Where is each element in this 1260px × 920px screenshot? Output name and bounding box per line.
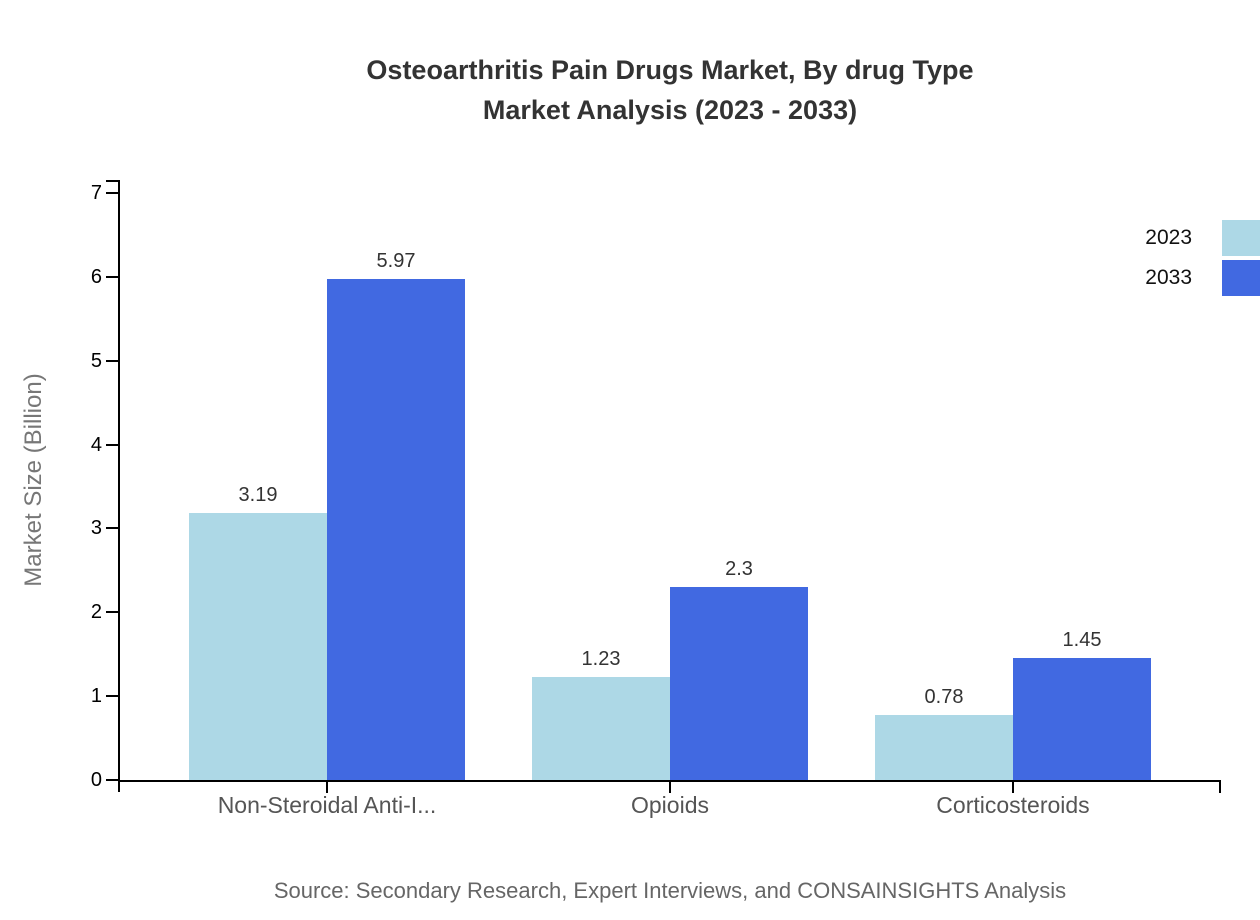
y-tick — [106, 527, 120, 530]
chart-title-line1: Osteoarthritis Pain Drugs Market, By dru… — [366, 55, 974, 85]
y-tick-label: 2 — [90, 601, 102, 624]
x-tick — [1012, 781, 1014, 793]
y-tick-label: 4 — [90, 433, 102, 456]
y-axis-end-cap — [106, 180, 120, 182]
legend-label-2023: 2023 — [1145, 226, 1192, 249]
y-tick — [106, 779, 120, 781]
chart-title-line2: Market Analysis (2023 - 2033) — [482, 95, 858, 125]
y-axis-title: Market Size (Billion) — [20, 373, 47, 587]
bar-value-label: 5.97 — [376, 250, 416, 273]
y-tick — [106, 443, 120, 446]
bar-2023-2 — [875, 714, 1013, 780]
legend-swatch-2023 — [1222, 220, 1260, 256]
bar-2033-2 — [1013, 658, 1151, 780]
chart-title: Osteoarthritis Pain Drugs Market, By dru… — [90, 50, 1250, 130]
legend-swatch-2033 — [1222, 260, 1260, 296]
y-tick — [106, 275, 120, 278]
category-label: Corticosteroids — [936, 792, 1090, 818]
bar-2023-1 — [532, 676, 670, 780]
x-axis-end-cap — [1219, 780, 1221, 793]
y-tick — [106, 695, 120, 698]
legend-label-2033: 2033 — [1145, 266, 1192, 289]
y-tick-label: 3 — [90, 517, 102, 540]
y-axis-line — [118, 180, 120, 792]
bar-value-label: 3.19 — [238, 483, 278, 506]
y-tick-label: 5 — [90, 349, 102, 372]
y-tick — [106, 192, 120, 194]
y-tick — [106, 359, 120, 362]
x-tick — [326, 781, 328, 793]
bar-value-label: 0.78 — [924, 685, 964, 708]
y-tick-label: 1 — [90, 685, 102, 708]
y-tick — [106, 611, 120, 614]
bar-value-label: 1.23 — [581, 647, 621, 670]
source-text: Source: Secondary Research, Expert Inter… — [273, 878, 1067, 903]
x-tick — [669, 781, 671, 793]
bar-value-label: 2.3 — [725, 558, 753, 581]
y-tick-label: 7 — [90, 182, 102, 204]
plot-area: 0 1 2 3 4 5 6 7 Non-Steroidal Anti-I... Opioids Co… — [91, 180, 1221, 818]
y-tick-label: 6 — [90, 265, 102, 288]
bar-2033-1 — [670, 587, 808, 780]
y-tick-label: 0 — [90, 769, 102, 791]
bar-value-label: 1.45 — [1062, 629, 1102, 652]
bar-2033-0 — [327, 279, 465, 780]
category-label: Opioids — [631, 792, 709, 818]
bar-2023-0 — [189, 512, 327, 780]
category-label: Non-Steroidal Anti-I... — [217, 792, 437, 818]
